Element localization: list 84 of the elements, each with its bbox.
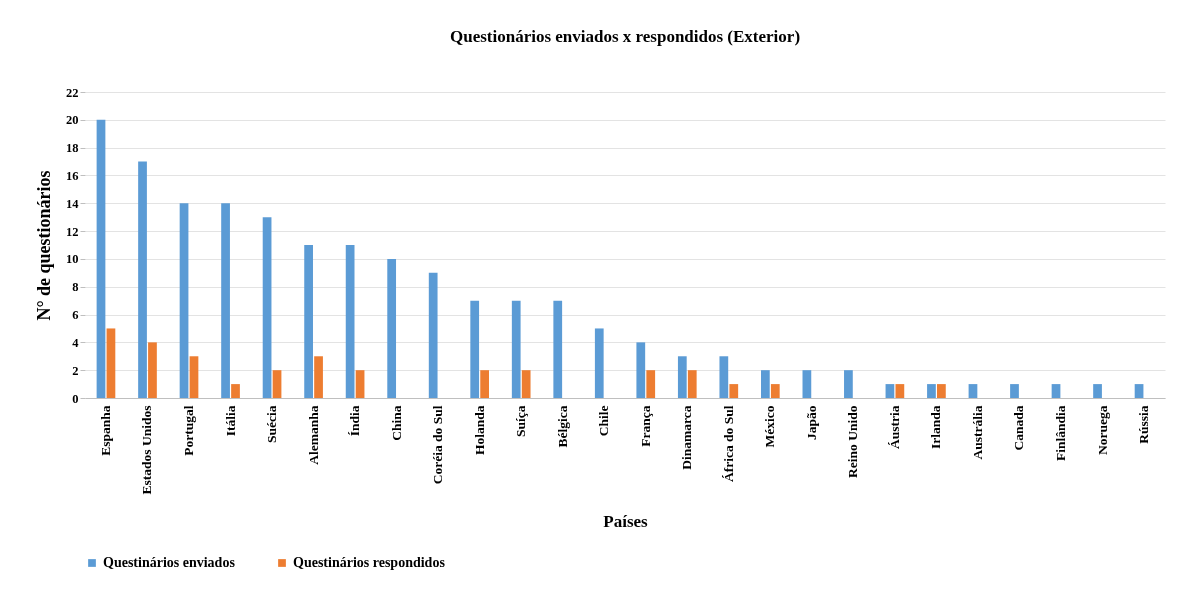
bar [646, 370, 656, 398]
bar [937, 384, 946, 398]
bar [1134, 384, 1144, 398]
bar [221, 203, 230, 398]
bar [231, 384, 240, 398]
bar [729, 384, 739, 398]
y-axis-title: N° de questionários [34, 170, 54, 321]
x-tick-label: Áustria [886, 405, 902, 449]
x-tick-label: Alemanha [305, 405, 321, 465]
x-tick-label: Dinamarca [679, 405, 695, 470]
bar [885, 384, 895, 398]
y-tick-label: 10 [66, 252, 79, 267]
bar [179, 203, 189, 398]
y-tick-label: 16 [66, 168, 79, 183]
bar [802, 370, 812, 398]
y-tick-label: 20 [66, 113, 79, 128]
y-tick-label: 22 [66, 85, 79, 100]
x-tick-label: África do Sul [720, 405, 736, 483]
x-tick-label: Espanha [97, 405, 113, 456]
bar [1010, 384, 1019, 398]
bar [895, 384, 905, 398]
bar [96, 119, 106, 398]
x-tick-label: Coréia do Sul [430, 405, 446, 485]
bar [138, 161, 147, 398]
bar [1051, 384, 1061, 398]
x-tick-label: Austrália [969, 405, 985, 460]
y-tick-label: 6 [72, 308, 79, 323]
x-tick-label: Finlândia [1052, 405, 1068, 462]
bar [345, 245, 355, 398]
bar [428, 272, 438, 398]
bar [521, 370, 531, 398]
bar [262, 217, 272, 398]
bar [272, 370, 282, 398]
bar [594, 328, 604, 398]
x-axis-title: Países [603, 512, 649, 532]
x-tick-label: Japão [803, 405, 819, 441]
bar [355, 370, 365, 398]
y-tick-label: 0 [72, 391, 79, 406]
x-tick-label: Reino Unido [845, 405, 861, 478]
y-tick-label: 14 [66, 196, 80, 211]
x-tick-label: Bélgica [554, 405, 570, 448]
x-tick-label: China [388, 405, 404, 441]
y-tick-label: 4 [72, 335, 80, 350]
x-tick-label: Índia [347, 405, 363, 437]
bar [844, 370, 853, 398]
x-tick-label: Portugal [181, 405, 197, 456]
x-tick-label: Irlanda [928, 405, 944, 450]
bar [387, 258, 397, 398]
bar [470, 300, 480, 398]
y-tick-label: 8 [72, 280, 79, 295]
bar [719, 356, 729, 398]
x-tick-label: Suécia [264, 405, 280, 444]
x-tick-label: Noruega [1094, 405, 1110, 455]
x-tick-label: Suíça [513, 405, 529, 438]
bar [636, 342, 646, 398]
bar [927, 384, 936, 398]
bar [148, 342, 157, 398]
x-tick-label: Itália [222, 405, 238, 437]
y-tick-label: 2 [72, 363, 79, 378]
bar [106, 328, 116, 398]
bar [480, 370, 490, 398]
bar [968, 384, 978, 398]
x-tick-label: Holanda [471, 405, 487, 456]
y-tick-label: 18 [66, 141, 79, 156]
bar [1093, 384, 1102, 398]
legend-label: Questinários enviados [103, 555, 236, 570]
bar [770, 384, 780, 398]
chart-title: Questionários enviados x respondidos (Exterior) [449, 27, 801, 46]
bar [687, 370, 697, 398]
x-tick-label: México [762, 405, 778, 448]
bar [314, 356, 323, 398]
x-tick-label: Chile [596, 405, 612, 437]
bar [189, 356, 199, 398]
bar [511, 300, 521, 398]
bar [760, 370, 770, 398]
y-tick-label: 12 [66, 224, 79, 239]
x-tick-label: Canada [1011, 405, 1027, 451]
x-tick-label: Estados Unidos [139, 405, 155, 495]
bar [553, 300, 563, 398]
legend-label: Questinários respondidos [293, 555, 446, 570]
x-tick-label: Rússia [1136, 405, 1152, 444]
bar [677, 356, 687, 398]
bar [304, 245, 313, 398]
x-tick-label: França [637, 405, 653, 447]
